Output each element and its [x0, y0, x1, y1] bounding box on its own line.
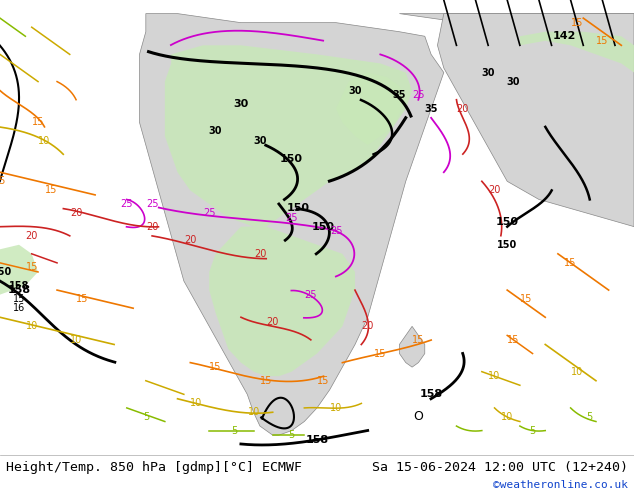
- Text: 10: 10: [70, 335, 82, 345]
- Text: 15: 15: [374, 348, 387, 359]
- Text: 150: 150: [280, 154, 303, 164]
- Text: 5: 5: [586, 412, 593, 422]
- Text: 20: 20: [456, 104, 469, 114]
- Text: 15: 15: [25, 263, 38, 272]
- Text: 5: 5: [288, 430, 295, 440]
- Polygon shape: [399, 326, 425, 367]
- Text: 15: 15: [507, 335, 520, 345]
- Text: Height/Temp. 850 hPa [gdmp][°C] ECMWF: Height/Temp. 850 hPa [gdmp][°C] ECMWF: [6, 461, 302, 473]
- Text: 15: 15: [13, 294, 25, 304]
- Text: -150: -150: [0, 267, 12, 277]
- Text: 150: 150: [497, 240, 517, 250]
- Text: 20: 20: [25, 231, 38, 241]
- Text: O: O: [413, 411, 424, 423]
- Text: 142: 142: [553, 31, 576, 41]
- Text: 25: 25: [304, 290, 317, 299]
- Text: 25: 25: [146, 199, 158, 209]
- Text: 15: 15: [564, 258, 577, 268]
- Text: 30: 30: [507, 76, 521, 87]
- Text: 15: 15: [76, 294, 89, 304]
- Text: 5: 5: [529, 426, 536, 436]
- Text: 15: 15: [571, 18, 583, 27]
- Polygon shape: [209, 226, 355, 376]
- Text: 30: 30: [481, 68, 495, 77]
- Text: 10: 10: [488, 371, 501, 381]
- Text: 5: 5: [231, 426, 238, 436]
- Text: 150: 150: [312, 221, 335, 232]
- Text: 25: 25: [330, 226, 342, 236]
- Text: 25: 25: [285, 213, 298, 222]
- Text: 15: 15: [44, 185, 57, 196]
- Text: 15: 15: [209, 362, 222, 372]
- Text: 10: 10: [38, 136, 51, 146]
- Text: Sa 15-06-2024 12:00 UTC (12+240): Sa 15-06-2024 12:00 UTC (12+240): [372, 461, 628, 473]
- Text: 150: 150: [287, 203, 309, 214]
- Text: 20: 20: [488, 185, 501, 196]
- Text: 25: 25: [412, 90, 425, 100]
- Text: 10: 10: [190, 398, 203, 408]
- Polygon shape: [336, 73, 406, 145]
- Polygon shape: [437, 14, 634, 226]
- Text: 15: 15: [32, 118, 44, 127]
- Text: 158: 158: [306, 435, 328, 444]
- Text: 5: 5: [143, 412, 149, 422]
- Text: 10: 10: [25, 321, 38, 331]
- Text: 30: 30: [348, 86, 362, 96]
- Polygon shape: [165, 46, 412, 226]
- Text: 16: 16: [13, 303, 25, 313]
- Text: 35: 35: [424, 104, 438, 114]
- Text: 20: 20: [184, 235, 197, 245]
- Text: 15: 15: [520, 294, 533, 304]
- Text: 10: 10: [571, 367, 583, 377]
- Text: 10: 10: [247, 408, 260, 417]
- Text: 15: 15: [0, 176, 6, 186]
- Text: 15: 15: [260, 376, 273, 386]
- Text: 158: 158: [8, 285, 30, 295]
- Text: 20: 20: [70, 208, 82, 218]
- Text: 30: 30: [209, 126, 223, 136]
- Text: 25: 25: [203, 208, 216, 218]
- Text: 158: 158: [420, 390, 443, 399]
- Polygon shape: [0, 245, 38, 294]
- Text: 15: 15: [317, 376, 330, 386]
- Text: ©weatheronline.co.uk: ©weatheronline.co.uk: [493, 480, 628, 490]
- Polygon shape: [139, 14, 444, 435]
- Text: 10: 10: [501, 412, 514, 422]
- Text: 20: 20: [266, 317, 279, 327]
- Text: 20: 20: [146, 221, 158, 232]
- Text: 30: 30: [253, 136, 267, 146]
- Text: 20: 20: [254, 249, 266, 259]
- Text: 15: 15: [596, 36, 609, 46]
- Text: 30: 30: [233, 99, 249, 109]
- Text: 25: 25: [120, 199, 133, 209]
- Text: 158: 158: [9, 281, 29, 291]
- Text: 10: 10: [330, 403, 342, 413]
- Polygon shape: [399, 14, 634, 50]
- Text: 150: 150: [496, 217, 519, 227]
- Polygon shape: [520, 32, 634, 73]
- Text: 20: 20: [361, 321, 374, 331]
- Text: 15: 15: [412, 335, 425, 345]
- Text: 35: 35: [392, 90, 406, 100]
